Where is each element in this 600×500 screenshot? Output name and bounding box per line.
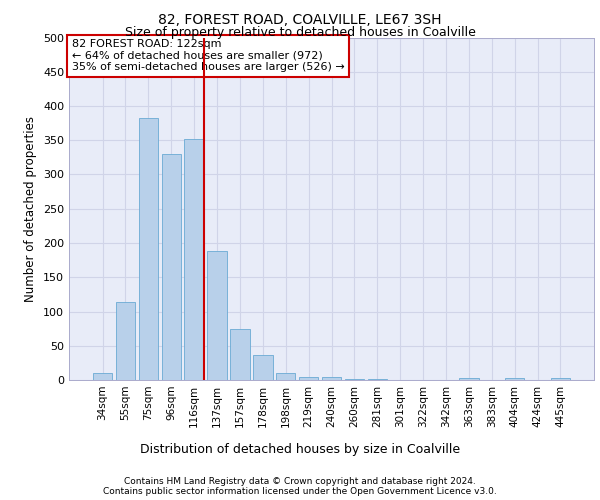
Bar — [230, 328, 250, 380]
Bar — [184, 139, 204, 380]
Bar — [276, 373, 295, 380]
Bar — [161, 154, 181, 380]
Text: 82 FOREST ROAD: 122sqm
← 64% of detached houses are smaller (972)
35% of semi-de: 82 FOREST ROAD: 122sqm ← 64% of detached… — [71, 39, 344, 72]
Bar — [93, 373, 112, 380]
Bar — [344, 378, 364, 380]
Bar — [551, 378, 570, 380]
Bar — [139, 118, 158, 380]
Text: Distribution of detached houses by size in Coalville: Distribution of detached houses by size … — [140, 442, 460, 456]
Bar — [505, 378, 524, 380]
Text: Contains HM Land Registry data © Crown copyright and database right 2024.: Contains HM Land Registry data © Crown c… — [124, 478, 476, 486]
Y-axis label: Number of detached properties: Number of detached properties — [25, 116, 37, 302]
Bar — [253, 354, 272, 380]
Text: 82, FOREST ROAD, COALVILLE, LE67 3SH: 82, FOREST ROAD, COALVILLE, LE67 3SH — [158, 12, 442, 26]
Text: Size of property relative to detached houses in Coalville: Size of property relative to detached ho… — [125, 26, 475, 39]
Bar — [116, 302, 135, 380]
Bar — [208, 251, 227, 380]
Bar — [459, 378, 479, 380]
Bar — [322, 376, 341, 380]
Text: Contains public sector information licensed under the Open Government Licence v3: Contains public sector information licen… — [103, 488, 497, 496]
Bar — [299, 376, 319, 380]
